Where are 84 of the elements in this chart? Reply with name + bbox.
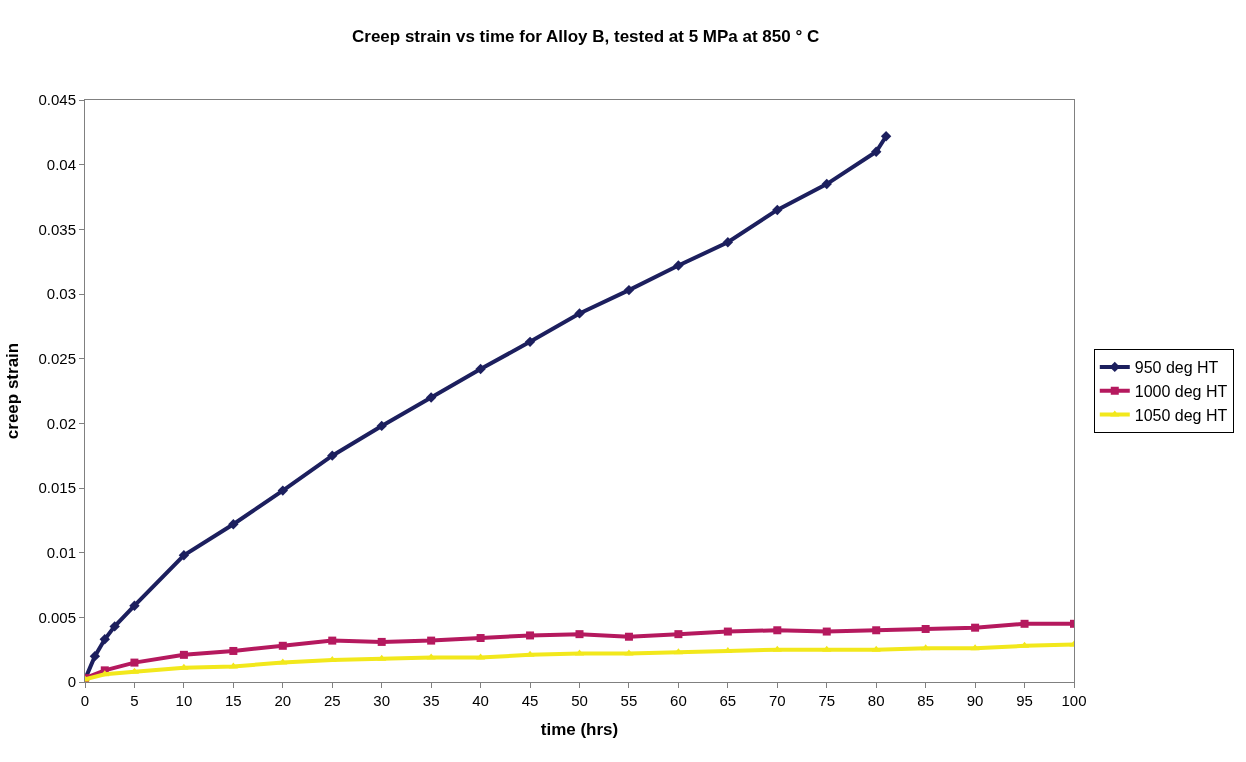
x-tick-label: 50	[571, 692, 588, 709]
point	[526, 631, 535, 640]
y-axis-title: creep strain	[3, 342, 22, 440]
line-series	[85, 640, 1074, 682]
x-tick-label: 45	[521, 692, 539, 709]
point	[871, 645, 881, 652]
x-tick-label: 75	[818, 692, 836, 709]
point	[89, 650, 101, 662]
y-tick-label: 0.03	[46, 285, 76, 303]
y-tick-label: 0.045	[38, 91, 76, 109]
point	[179, 650, 188, 659]
x-tick-label: 20	[274, 692, 292, 709]
point	[327, 450, 338, 461]
y-tick-label: 0.01	[46, 543, 76, 561]
point	[130, 658, 139, 667]
point	[229, 646, 238, 655]
x-tick-label: 25	[323, 692, 341, 709]
point	[524, 336, 536, 348]
legend-label: 1050 deg HT	[1134, 406, 1228, 424]
y-tick-label: 0.04	[46, 155, 76, 173]
point	[178, 550, 190, 561]
point	[377, 654, 387, 661]
x-tick-label: 70	[768, 692, 786, 709]
point	[623, 284, 635, 296]
y-tick-label: 0.025	[38, 349, 76, 367]
point	[723, 627, 732, 636]
point	[822, 645, 832, 652]
x-tick-label: 5	[130, 692, 139, 709]
point	[722, 237, 734, 248]
point	[921, 624, 930, 633]
x-tick-label: 35	[422, 692, 440, 709]
point	[624, 632, 633, 641]
point	[328, 636, 337, 645]
x-tick-label: 60	[670, 692, 687, 709]
point	[880, 131, 892, 142]
point	[376, 420, 387, 432]
x-tick-label: 85	[917, 692, 934, 709]
point	[773, 626, 782, 635]
point	[772, 645, 782, 652]
x-tick-label: 80	[867, 692, 885, 709]
point	[377, 637, 386, 646]
point	[871, 146, 882, 157]
point	[872, 626, 881, 635]
point	[475, 363, 486, 375]
x-tick-label: 10	[175, 692, 193, 709]
chart-title: Creep strain vs time for Alloy B, tested at 5 MPa at 850 ° C	[352, 27, 820, 47]
point	[624, 649, 634, 656]
point	[673, 260, 684, 271]
legend-label: 950 deg HT	[1134, 359, 1219, 377]
point	[476, 634, 485, 643]
y-tick-label: 0	[67, 673, 76, 691]
point	[971, 623, 980, 632]
x-axis-title: time (hrs)	[540, 720, 619, 740]
point	[575, 630, 584, 639]
x-tick-label: 0	[80, 692, 90, 709]
y-tick-label: 0.015	[38, 479, 76, 497]
point	[427, 636, 436, 645]
x-tick-label: 30	[373, 692, 391, 709]
point	[228, 519, 239, 530]
x-tick-label: 100	[1061, 692, 1087, 709]
point	[278, 658, 288, 665]
y-tick-label: 0.035	[38, 220, 76, 238]
point	[99, 634, 110, 645]
y-tick-label: 0.005	[38, 608, 76, 626]
x-tick-label: 90	[966, 692, 984, 709]
point	[129, 600, 140, 611]
point	[821, 178, 832, 190]
point	[822, 627, 831, 636]
point	[574, 308, 585, 319]
point	[1020, 619, 1029, 628]
point	[277, 485, 288, 496]
x-tick-label: 55	[620, 692, 638, 709]
point	[674, 630, 683, 639]
point	[278, 641, 287, 650]
point	[772, 204, 783, 216]
point	[425, 392, 437, 403]
x-tick-label: 65	[719, 692, 737, 709]
point	[525, 650, 535, 657]
x-tick-label: 15	[225, 692, 242, 709]
y-tick-label: 0.02	[46, 414, 76, 432]
x-tick-label: 40	[472, 692, 489, 709]
x-tick-label: 95	[1016, 692, 1033, 709]
point	[109, 621, 120, 632]
legend-label: 1000 deg HT	[1134, 382, 1228, 400]
